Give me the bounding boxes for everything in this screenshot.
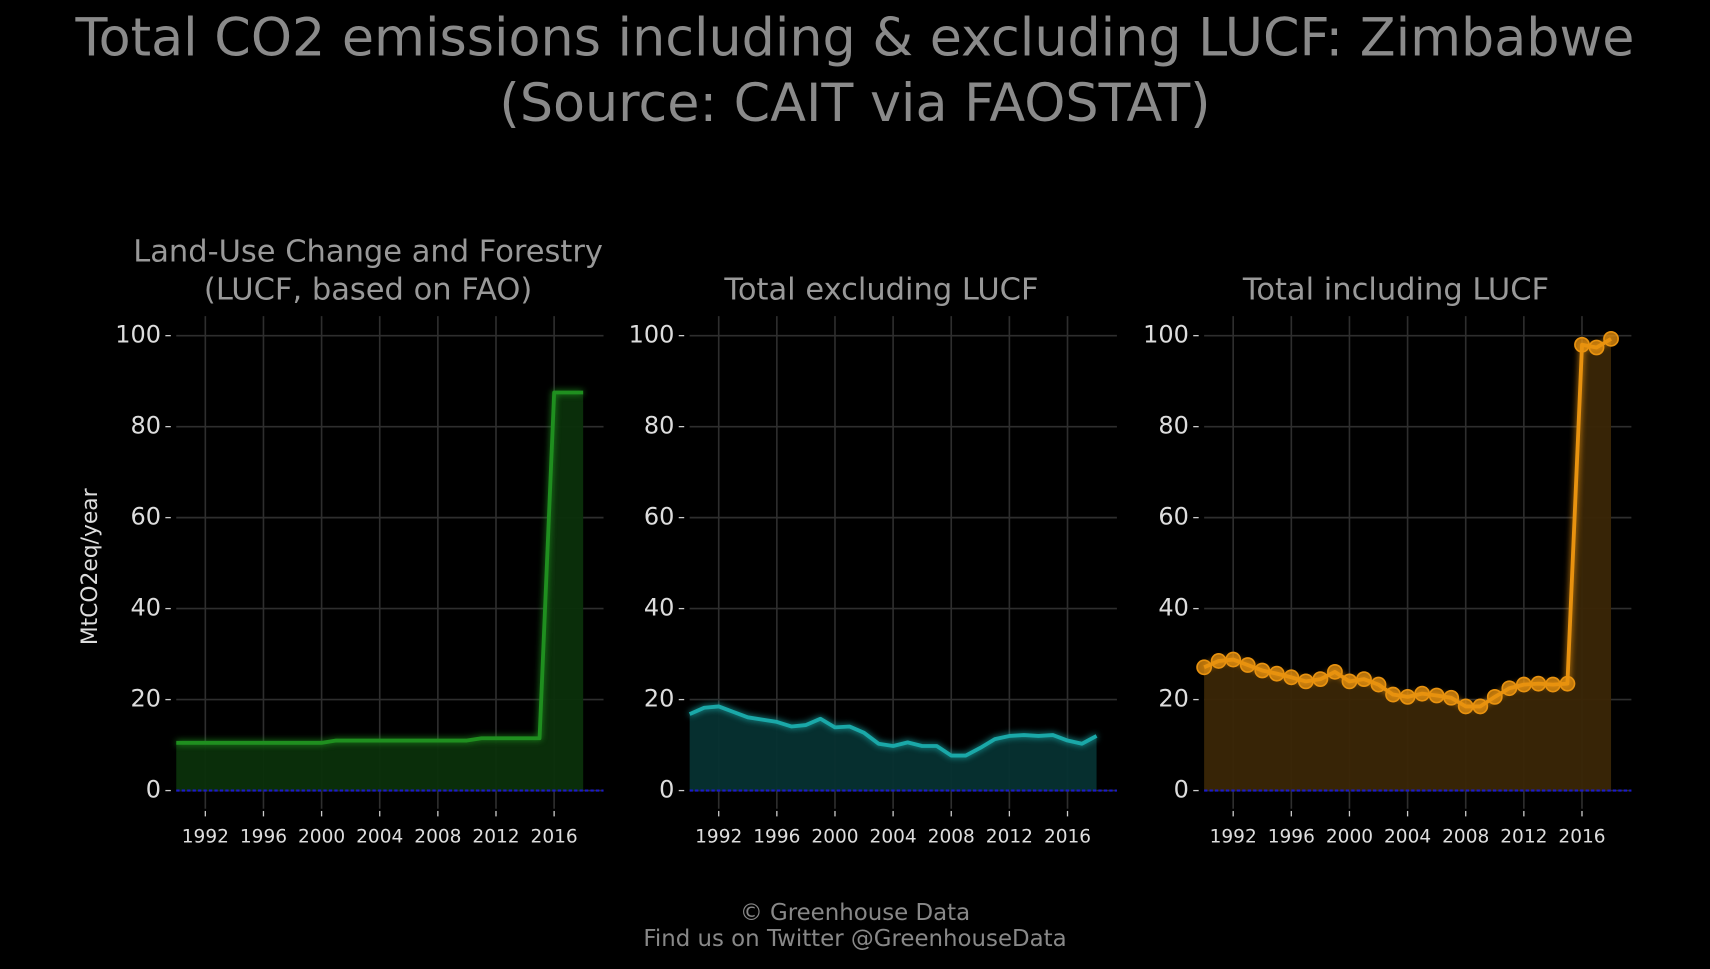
- y-tick-label: 80: [644, 412, 675, 440]
- y-tick-label: 40: [1158, 594, 1189, 622]
- x-tick-label: 2012: [986, 827, 1033, 848]
- main-title: Total CO2 emissions including & excludin…: [75, 7, 1635, 68]
- marker: [1457, 698, 1474, 715]
- main-source: (Source: CAIT via FAOSTAT): [499, 73, 1210, 134]
- x-tick-label: 2000: [811, 827, 858, 848]
- x-tick-label: 2008: [414, 827, 461, 848]
- x-tick-label: 2016: [531, 827, 578, 848]
- panel-title: Land-Use Change and Forestry: [133, 234, 603, 269]
- y-axis-label: MtCO2eq/year: [78, 488, 103, 645]
- marker: [1443, 689, 1460, 706]
- marker: [1559, 675, 1576, 692]
- marker: [1341, 673, 1358, 690]
- x-tick-label: 2008: [928, 827, 975, 848]
- x-tick-label: 2012: [1500, 827, 1547, 848]
- area: [176, 392, 584, 791]
- marker: [1414, 685, 1431, 702]
- x-tick-label: 1992: [1210, 827, 1257, 848]
- marker: [1370, 676, 1387, 693]
- x-tick-label: 2000: [298, 827, 345, 848]
- x-tick-label: 1996: [1268, 827, 1315, 848]
- x-tick-label: 2016: [1558, 827, 1605, 848]
- panel-title: (LUCF, based on FAO): [204, 273, 532, 308]
- y-tick-label: 0: [659, 776, 674, 804]
- x-tick-label: 2000: [1326, 827, 1373, 848]
- marker: [1297, 673, 1314, 690]
- x-tick-label: 2004: [870, 827, 917, 848]
- marker: [1239, 657, 1256, 673]
- marker: [1545, 676, 1561, 693]
- marker: [1588, 339, 1605, 356]
- marker: [1254, 662, 1271, 679]
- line: [688, 704, 1098, 758]
- marker: [1196, 659, 1213, 676]
- y-tick-label: 20: [644, 685, 675, 713]
- line: [176, 390, 584, 745]
- footer-copyright: © Greenhouse Data: [740, 900, 970, 926]
- y-tick-label: 0: [1174, 776, 1189, 804]
- x-tick-label: 2004: [1384, 827, 1431, 848]
- marker: [1210, 653, 1227, 669]
- marker: [1312, 671, 1329, 688]
- x-tick-label: 1996: [240, 827, 287, 848]
- y-tick-label: 20: [131, 685, 162, 713]
- y-tick-label: 100: [629, 321, 675, 349]
- y-tick-label: 80: [1158, 412, 1189, 440]
- y-tick-label: 20: [1158, 685, 1189, 713]
- marker: [1486, 688, 1503, 705]
- marker: [1515, 676, 1532, 693]
- y-tick-label: 60: [131, 503, 162, 531]
- marker: [1399, 688, 1416, 705]
- y-tick-label: 100: [1143, 321, 1189, 349]
- panel-title: Total including LUCF: [1242, 273, 1549, 308]
- x-tick-label: 1992: [182, 827, 229, 848]
- marker: [1385, 686, 1401, 703]
- x-tick-label: 2008: [1442, 827, 1489, 848]
- marker: [1603, 330, 1619, 347]
- marker: [1268, 665, 1285, 682]
- x-tick-label: 2016: [1044, 827, 1091, 848]
- marker: [1530, 675, 1547, 692]
- marker: [1283, 669, 1300, 686]
- footer-twitter: Find us on Twitter @GreenhouseData: [643, 926, 1066, 952]
- marker: [1225, 651, 1242, 668]
- marker: [1327, 663, 1343, 680]
- y-tick-label: 60: [1158, 503, 1189, 531]
- y-tick-label: 60: [644, 503, 675, 531]
- x-tick-label: 1996: [753, 827, 800, 848]
- marker: [1472, 698, 1489, 715]
- y-tick-label: 0: [146, 776, 161, 804]
- marker: [1574, 336, 1590, 353]
- marker: [1501, 680, 1518, 697]
- y-tick-label: 100: [115, 321, 161, 349]
- marker: [1356, 671, 1372, 688]
- marker: [1428, 687, 1445, 704]
- y-tick-label: 40: [131, 594, 162, 622]
- x-tick-label: 1992: [695, 827, 742, 848]
- y-tick-label: 80: [131, 412, 162, 440]
- panel-title: Total excluding LUCF: [723, 273, 1038, 308]
- x-tick-label: 2012: [472, 827, 519, 848]
- x-tick-label: 2004: [356, 827, 403, 848]
- y-tick-label: 40: [644, 594, 675, 622]
